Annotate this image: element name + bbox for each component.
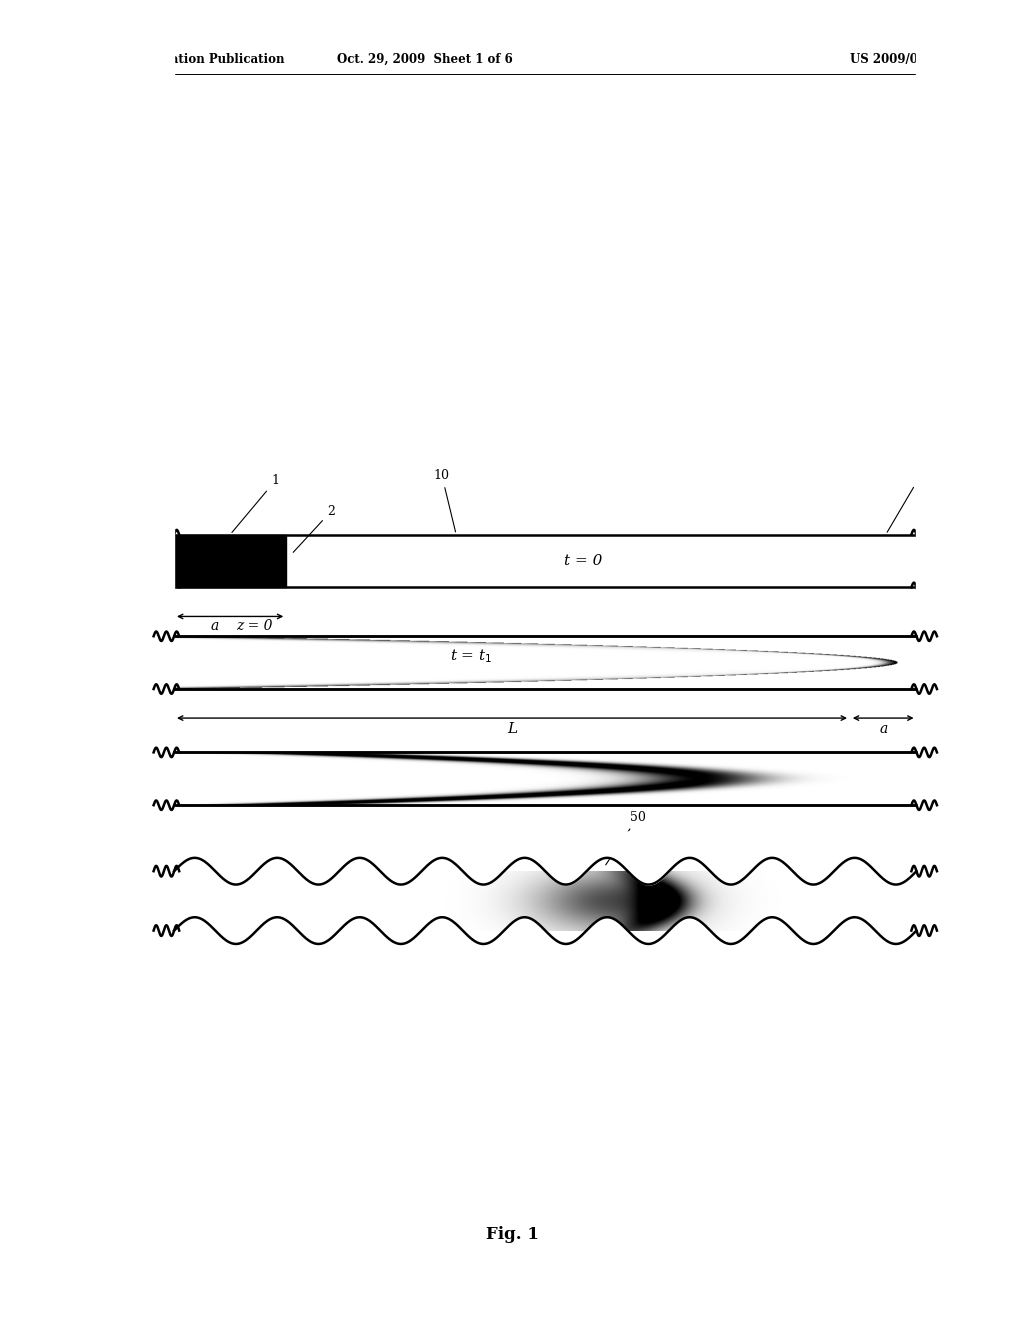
Text: t = 0: t = 0 xyxy=(564,554,603,568)
Text: a: a xyxy=(879,722,888,737)
Text: t = t$_1$: t = t$_1$ xyxy=(450,647,493,665)
Bar xyxy=(174,535,286,587)
Text: 5: 5 xyxy=(887,469,925,532)
Text: C: C xyxy=(103,771,116,787)
Text: z = z$_1$: z = z$_1$ xyxy=(922,729,961,742)
Text: B: B xyxy=(103,655,116,671)
Text: A: A xyxy=(103,553,116,569)
Text: US 2009/0266752 A1: US 2009/0266752 A1 xyxy=(850,53,988,66)
Text: 50: 50 xyxy=(606,810,646,865)
Text: Patent Application Publication: Patent Application Publication xyxy=(82,53,285,66)
Text: Oct. 29, 2009  Sheet 1 of 6: Oct. 29, 2009 Sheet 1 of 6 xyxy=(337,53,513,66)
Text: D: D xyxy=(102,892,117,909)
Text: z = 0: z = 0 xyxy=(236,619,272,634)
Text: L: L xyxy=(507,722,517,737)
Text: Fig. 1: Fig. 1 xyxy=(485,1226,539,1242)
Text: 10: 10 xyxy=(434,469,456,532)
Text: 1: 1 xyxy=(231,474,280,532)
Text: 2: 2 xyxy=(293,504,335,552)
Text: 3: 3 xyxy=(143,508,173,558)
Text: a: a xyxy=(211,619,219,634)
